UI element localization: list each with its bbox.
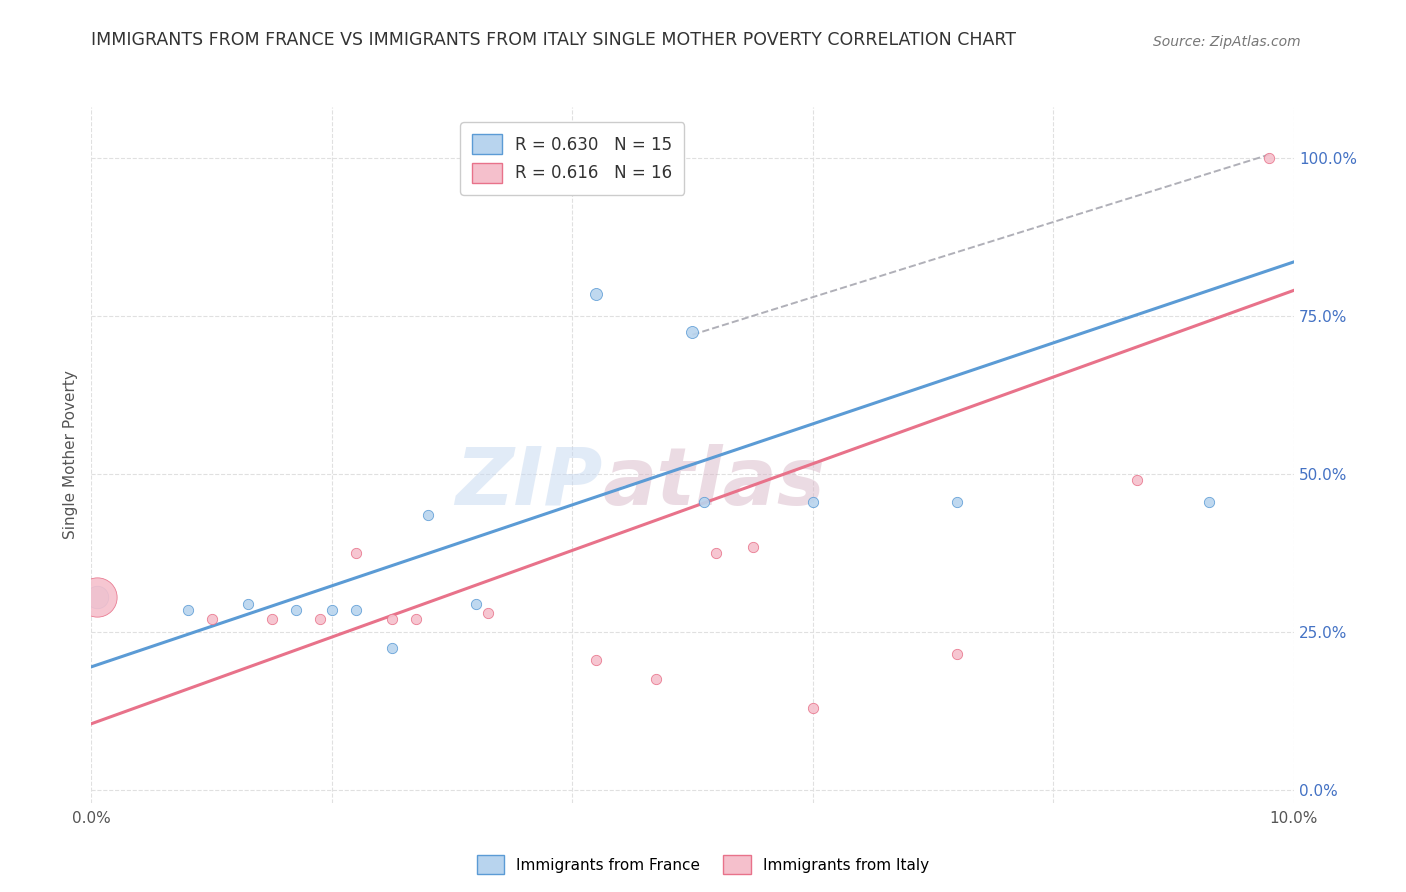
Point	[260, 612, 283, 626]
Point	[1198, 495, 1220, 509]
Point	[681, 325, 703, 339]
Point	[706, 546, 728, 560]
Point	[405, 612, 427, 626]
Point	[344, 546, 367, 560]
Point	[741, 540, 763, 554]
Point	[381, 612, 404, 626]
Point	[645, 673, 668, 687]
Point	[321, 603, 343, 617]
Point	[344, 603, 367, 617]
Point	[308, 612, 330, 626]
Text: IMMIGRANTS FROM FRANCE VS IMMIGRANTS FROM ITALY SINGLE MOTHER POVERTY CORRELATIO: IMMIGRANTS FROM FRANCE VS IMMIGRANTS FRO…	[91, 31, 1017, 49]
Point	[86, 591, 108, 605]
Point	[284, 603, 307, 617]
Legend: Immigrants from France, Immigrants from Italy: Immigrants from France, Immigrants from …	[471, 849, 935, 880]
Point	[465, 597, 488, 611]
Text: atlas: atlas	[602, 443, 825, 522]
Point	[416, 508, 439, 522]
Point	[946, 647, 969, 661]
Point	[201, 612, 224, 626]
Point	[477, 606, 499, 620]
Point	[1258, 151, 1281, 165]
Point	[585, 286, 607, 301]
Point	[693, 495, 716, 509]
Point	[176, 603, 198, 617]
Y-axis label: Single Mother Poverty: Single Mother Poverty	[62, 370, 77, 540]
Point	[801, 495, 824, 509]
Point	[86, 591, 108, 605]
Point	[1126, 473, 1149, 487]
Point	[381, 640, 404, 655]
Text: ZIP: ZIP	[456, 443, 602, 522]
Point	[801, 701, 824, 715]
Legend: R = 0.630   N = 15, R = 0.616   N = 16: R = 0.630 N = 15, R = 0.616 N = 16	[460, 122, 685, 194]
Point	[585, 653, 607, 667]
Text: Source: ZipAtlas.com: Source: ZipAtlas.com	[1153, 35, 1301, 49]
Point	[946, 495, 969, 509]
Point	[236, 597, 259, 611]
